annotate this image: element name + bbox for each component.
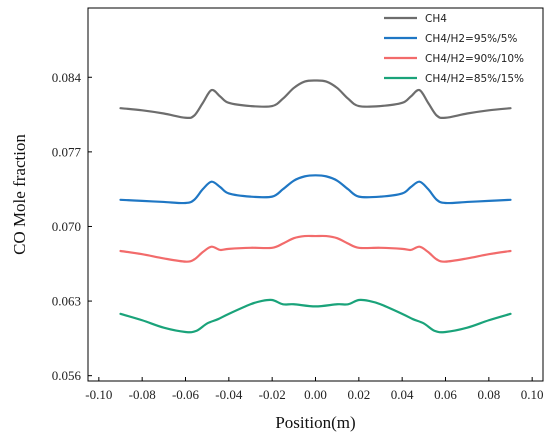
legend-label: CH4 (425, 13, 447, 25)
series-line-3 (119, 234, 512, 263)
x-axis-title: Position(m) (275, 413, 355, 432)
x-tick-label: 0.02 (347, 387, 370, 402)
y-axis-ticks: 0.056 0.063 0.070 0.077 0.084 (52, 70, 92, 383)
x-tick-label: 0.06 (434, 387, 457, 402)
series-lines (119, 79, 512, 334)
series-line-1 (119, 79, 512, 120)
series-line-4 (119, 298, 512, 334)
legend-label: CH4/H2=95%/5% (425, 33, 517, 45)
x-tick-label: -0.08 (129, 387, 156, 402)
x-axis-ticks: -0.10 -0.08 -0.06 -0.04 -0.02 0.00 0.02 0.04 0.0… (85, 377, 544, 402)
series-line-2 (119, 174, 512, 205)
x-tick-label: 0.04 (391, 387, 414, 402)
y-axis-title: CO Mole fraction (10, 134, 29, 255)
x-tick-label: 0.08 (477, 387, 500, 402)
x-tick-label: -0.02 (259, 387, 286, 402)
x-tick-label: 0.00 (304, 387, 327, 402)
y-tick-label: 0.056 (52, 368, 82, 383)
y-tick-label: 0.070 (52, 219, 81, 234)
legend-label: CH4/H2=85%/15% (425, 73, 524, 85)
y-tick-label: 0.063 (52, 294, 81, 309)
x-tick-label: -0.10 (85, 387, 112, 402)
legend: CH4 CH4/H2=95%/5% CH4/H2=90%/10% CH4/H2=85%… (384, 13, 524, 85)
y-tick-label: 0.084 (52, 70, 82, 85)
x-tick-label: 0.10 (521, 387, 544, 402)
y-tick-label: 0.077 (52, 144, 82, 159)
x-tick-label: -0.06 (172, 387, 200, 402)
legend-label: CH4/H2=90%/10% (425, 53, 524, 65)
x-tick-label: -0.04 (215, 387, 243, 402)
